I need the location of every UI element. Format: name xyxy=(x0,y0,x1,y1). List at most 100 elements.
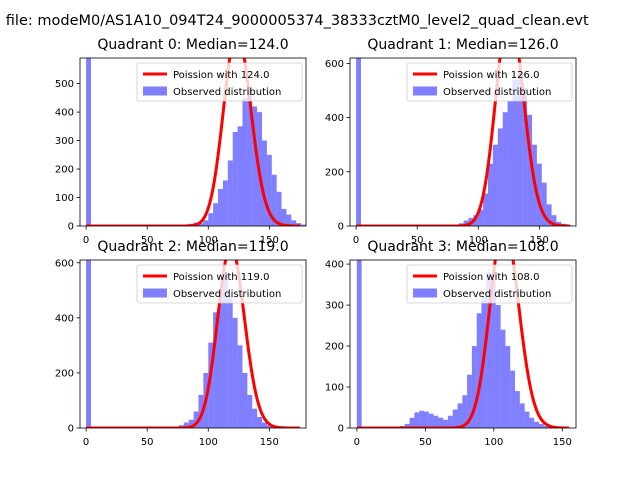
q0-hist-bar xyxy=(86,49,91,226)
q1-hist-bar xyxy=(498,128,503,226)
q0-legend: Poission with 124.0 Observed distribution xyxy=(137,63,302,101)
q2-legend-patch-swatch xyxy=(143,289,167,298)
q3-xtick-label: 150 xyxy=(553,437,572,448)
q0-ytick-label: 400 xyxy=(55,108,74,119)
q3-hist-bar xyxy=(448,416,453,428)
q1-hist-bar xyxy=(488,164,493,226)
q3-title: Quadrant 3: Median=108.0 xyxy=(367,239,558,255)
q1-hist-bar xyxy=(503,112,508,226)
q0-legend-patch-swatch xyxy=(143,87,167,96)
q2-ytick-label: 200 xyxy=(55,368,74,379)
q3-hist-bar xyxy=(458,403,463,428)
q3-legend-label: Poission with 108.0 xyxy=(443,272,539,283)
q2-hist-bar xyxy=(238,345,243,428)
q3-hist-bar xyxy=(414,412,419,428)
q2-xtick-label: 50 xyxy=(141,437,154,448)
q0-ytick-label: 200 xyxy=(55,165,74,176)
q1-hist-bar xyxy=(356,50,361,226)
q1-hist-bar xyxy=(508,101,513,226)
q0-hist-bar xyxy=(218,189,223,226)
q0-hist-bar xyxy=(208,213,213,226)
q0-legend-label: Observed distribution xyxy=(173,87,281,98)
q3-ytick-label: 100 xyxy=(325,383,344,394)
q0-hist-bar xyxy=(228,161,233,226)
q3-xtick-label: 50 xyxy=(419,437,432,448)
q2-hist-bar xyxy=(86,252,91,428)
q2-xtick-label: 0 xyxy=(83,437,89,448)
q0-ytick-label: 500 xyxy=(55,79,74,90)
q0-ytick-label: 100 xyxy=(55,193,74,204)
q3-hist-bar xyxy=(534,422,539,428)
q1-legend: Poission with 126.0 Observed distribution xyxy=(407,63,572,101)
q3-xtick-label: 100 xyxy=(484,437,503,448)
q2-xtick-label: 150 xyxy=(260,437,279,448)
q1-ytick-label: 400 xyxy=(325,113,344,124)
q2-ytick-label: 0 xyxy=(68,424,74,435)
q2-hist-bar xyxy=(247,395,252,428)
q3-hist-bar xyxy=(496,305,501,428)
q3-hist-bar xyxy=(357,256,362,428)
q1-legend-label: Observed distribution xyxy=(443,87,551,98)
q3-hist-bar xyxy=(501,330,506,428)
q1-ytick-label: 600 xyxy=(325,59,344,70)
q0-xtick-label: 0 xyxy=(83,235,89,246)
q3-hist-bar xyxy=(515,391,520,428)
q3-xtick-label: 0 xyxy=(354,437,360,448)
q0-ytick-label: 0 xyxy=(68,222,74,233)
q1-legend-label: Poission with 126.0 xyxy=(443,70,539,81)
q3-ytick-label: 0 xyxy=(338,424,344,435)
q3-hist-bar xyxy=(529,418,534,428)
q1-title: Quadrant 1: Median=126.0 xyxy=(367,37,558,53)
q3-legend-label: Observed distribution xyxy=(443,289,551,300)
q3-ytick-label: 300 xyxy=(325,301,344,312)
q3-hist-bar xyxy=(424,412,429,428)
figure-suptitle: n file: modeM0/AS1A10_094T24_9000005374_… xyxy=(0,13,589,29)
q0-hist-bar xyxy=(238,126,243,226)
q3-ytick-label: 200 xyxy=(325,342,344,353)
q2-hist-bar xyxy=(228,296,233,428)
q3-hist-bar xyxy=(438,418,443,428)
q2-title: Quadrant 2: Median=119.0 xyxy=(97,239,288,255)
q3-hist-bar xyxy=(453,410,458,428)
q2-hist-bar xyxy=(233,318,238,428)
q3-hist-bar xyxy=(505,346,510,428)
q0-hist-bar xyxy=(203,220,208,226)
q2-legend-label: Observed distribution xyxy=(173,289,281,300)
q2-hist-bar xyxy=(242,373,247,428)
q3-hist-bar xyxy=(419,411,424,428)
q2-ytick-label: 400 xyxy=(55,313,74,324)
q1-hist-bar xyxy=(512,80,517,226)
q2-legend-label: Poission with 119.0 xyxy=(173,272,269,283)
q0-legend-label: Poission with 124.0 xyxy=(173,70,269,81)
q3-hist-bar xyxy=(520,403,525,428)
q1-xtick-label: 0 xyxy=(353,235,359,246)
q1-ytick-label: 0 xyxy=(338,222,344,233)
q3-legend-patch-swatch xyxy=(413,289,437,298)
q3-ytick-label: 400 xyxy=(325,260,344,271)
q1-hist-bar xyxy=(493,145,498,226)
q0-hist-bar xyxy=(213,203,218,226)
q0-title: Quadrant 0: Median=124.0 xyxy=(97,37,288,53)
q2-legend: Poission with 119.0 Observed distribution xyxy=(137,265,302,303)
subplot-quadrant-3: 0 50 100 150 0 100 200 300 400 Quadrant 3: Median… xyxy=(325,224,576,448)
q0-hist-bar xyxy=(242,98,247,226)
q3-hist-bar xyxy=(434,416,439,428)
q0-hist-bar xyxy=(233,132,238,226)
q0-ytick-label: 300 xyxy=(55,136,74,147)
q2-hist-bar xyxy=(257,417,262,428)
q2-hist-bar xyxy=(262,422,267,428)
q1-ytick-label: 200 xyxy=(325,167,344,178)
q0-hist-bar xyxy=(223,180,228,226)
q2-hist-bar xyxy=(252,409,257,428)
q2-ytick-label: 600 xyxy=(55,258,74,269)
q3-hist-bar xyxy=(429,414,434,428)
q3-hist-bar xyxy=(525,412,530,428)
q3-hist-bar xyxy=(510,371,515,428)
q3-hist-bar xyxy=(410,418,415,428)
q3-legend: Poission with 108.0 Observed distribution xyxy=(407,265,572,303)
q3-hist-bar xyxy=(539,424,544,428)
